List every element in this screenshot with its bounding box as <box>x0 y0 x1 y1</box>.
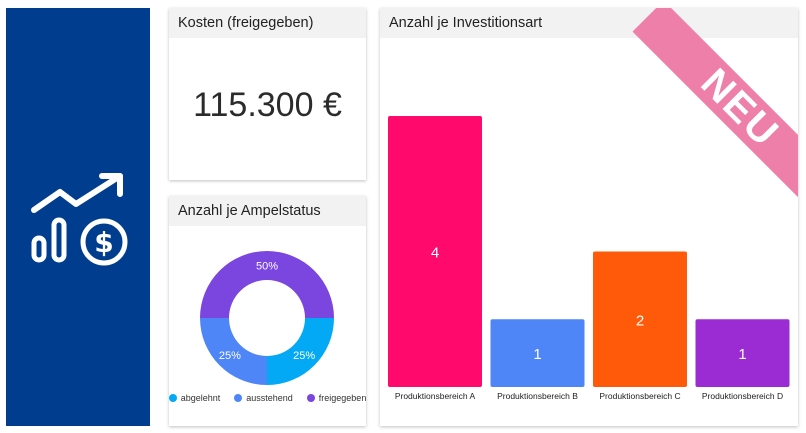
legend-item-ausstehend[interactable]: ausstehend <box>234 393 293 403</box>
finance-growth-icon: $ <box>31 173 128 266</box>
costs-card: Kosten (freigegeben) 115.300 € <box>169 8 366 180</box>
bar-value-label: 2 <box>636 312 644 329</box>
bar-value-label: 1 <box>533 346 541 363</box>
bar-category-label: Produktionsbereich B <box>497 391 578 401</box>
legend-label: freigegeben <box>318 393 367 403</box>
legend-dot-icon <box>306 394 315 402</box>
ampel-donut-chart[interactable]: 50% 25% 25% <box>197 248 337 388</box>
bar-2[interactable] <box>490 319 585 387</box>
legend-item-abgelehnt[interactable]: abgelehnt <box>168 393 221 403</box>
legend-item-freigegeben[interactable]: freigegeben <box>306 393 367 403</box>
ampel-status-card: Anzahl je Ampelstatus 50% 25% 25% abgelehn… <box>168 196 367 426</box>
bar-category-label: Produktionsbereich C <box>599 391 680 401</box>
donut-slice-freigegeben[interactable] <box>200 251 334 318</box>
bar-category-label: Produktionsbereich A <box>395 391 476 401</box>
legend-label: ausstehend <box>246 393 293 403</box>
legend-dot-icon <box>234 394 243 402</box>
bar-value-label: 1 <box>738 346 746 363</box>
investment-card: Anzahl je Investitionsart 4 Produktionsbe… <box>380 8 798 426</box>
bar-category-label: Produktionsbereich D <box>702 391 783 401</box>
donut-label-abgelehnt: 25% <box>293 350 315 362</box>
invest-card-title: Anzahl je Investitionsart <box>380 8 798 38</box>
ampel-card-title: Anzahl je Ampelstatus <box>169 196 366 226</box>
donut-slice-ausstehend[interactable] <box>200 318 267 385</box>
donut-slice-abgelehnt[interactable] <box>267 318 334 385</box>
ampel-legend: abgelehnt ausstehend freigegeben <box>168 393 367 403</box>
donut-label-freigegeben: 50% <box>256 261 278 273</box>
investment-bar-chart: 4 Produktionsbereich A 1 Produktionsbereich… <box>388 116 790 401</box>
svg-text:$: $ <box>94 226 113 259</box>
bar-4[interactable] <box>695 319 790 387</box>
costs-card-title: Kosten (freigegeben) <box>169 8 366 38</box>
legend-dot-icon <box>168 394 177 402</box>
donut-label-ausstehend: 25% <box>219 350 241 362</box>
brand-panel: $ <box>6 8 150 426</box>
legend-label: abgelehnt <box>180 393 221 403</box>
costs-value: 115.300 € <box>193 86 342 124</box>
bar-1[interactable] <box>388 116 482 387</box>
bar-3[interactable] <box>593 251 687 388</box>
bar-value-label: 4 <box>431 245 439 262</box>
